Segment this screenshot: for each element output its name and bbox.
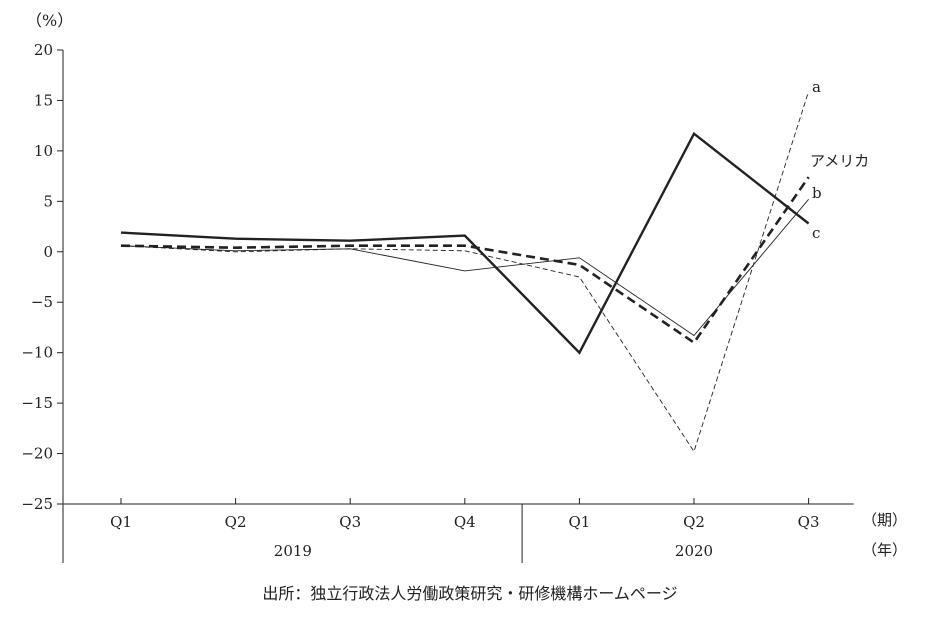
y-tick-label: 15 bbox=[34, 91, 53, 109]
series-label: b bbox=[812, 184, 822, 202]
y-tick-label: −25 bbox=[21, 495, 53, 513]
y-tick-label: −10 bbox=[21, 344, 53, 362]
y-tick-label: 0 bbox=[43, 243, 53, 261]
series-label: a bbox=[812, 78, 821, 96]
y-unit-label: （%） bbox=[26, 11, 73, 30]
series-label: アメリカ bbox=[810, 152, 869, 170]
series-labels: アメリカ a b c bbox=[810, 78, 869, 242]
series-line-c bbox=[120, 131, 810, 355]
x-tick-label: Q1 bbox=[110, 513, 132, 531]
x-tick-label: Q3 bbox=[339, 513, 361, 531]
y-tick-label: −15 bbox=[21, 394, 53, 412]
y-tick-label: 20 bbox=[34, 41, 53, 59]
y-tick-label: −20 bbox=[21, 445, 53, 463]
series-layer bbox=[120, 91, 810, 453]
year-label: 2019 bbox=[274, 542, 312, 560]
series-line-b bbox=[120, 199, 809, 337]
x-axis: Q1 Q2 Q3 Q4 Q1 Q2 Q3 2019 2020 bbox=[62, 498, 854, 563]
y-axis: 20 15 10 5 0 −5 −10 −15 −20 −25 bbox=[21, 41, 64, 513]
y-tick-label: 5 bbox=[43, 192, 53, 210]
year-label: 2020 bbox=[675, 542, 713, 560]
x-tick-label: Q2 bbox=[225, 513, 247, 531]
series-label: c bbox=[812, 224, 820, 242]
y-tick-label: −5 bbox=[31, 293, 53, 311]
series-line-アメリカ bbox=[120, 176, 810, 345]
x-tick-label: Q4 bbox=[454, 513, 476, 531]
year-axis-label: （年） bbox=[862, 541, 907, 559]
x-period-label: （期） bbox=[862, 511, 907, 529]
x-tick-label: Q2 bbox=[683, 513, 705, 531]
y-tick-label: 10 bbox=[34, 142, 53, 160]
series-line-a bbox=[120, 91, 810, 453]
x-tick-label: Q1 bbox=[568, 513, 590, 531]
source-note: 出所：独立行政法人労働政策研究・研修機構ホームページ bbox=[262, 584, 677, 603]
x-tick-label: Q3 bbox=[798, 513, 820, 531]
